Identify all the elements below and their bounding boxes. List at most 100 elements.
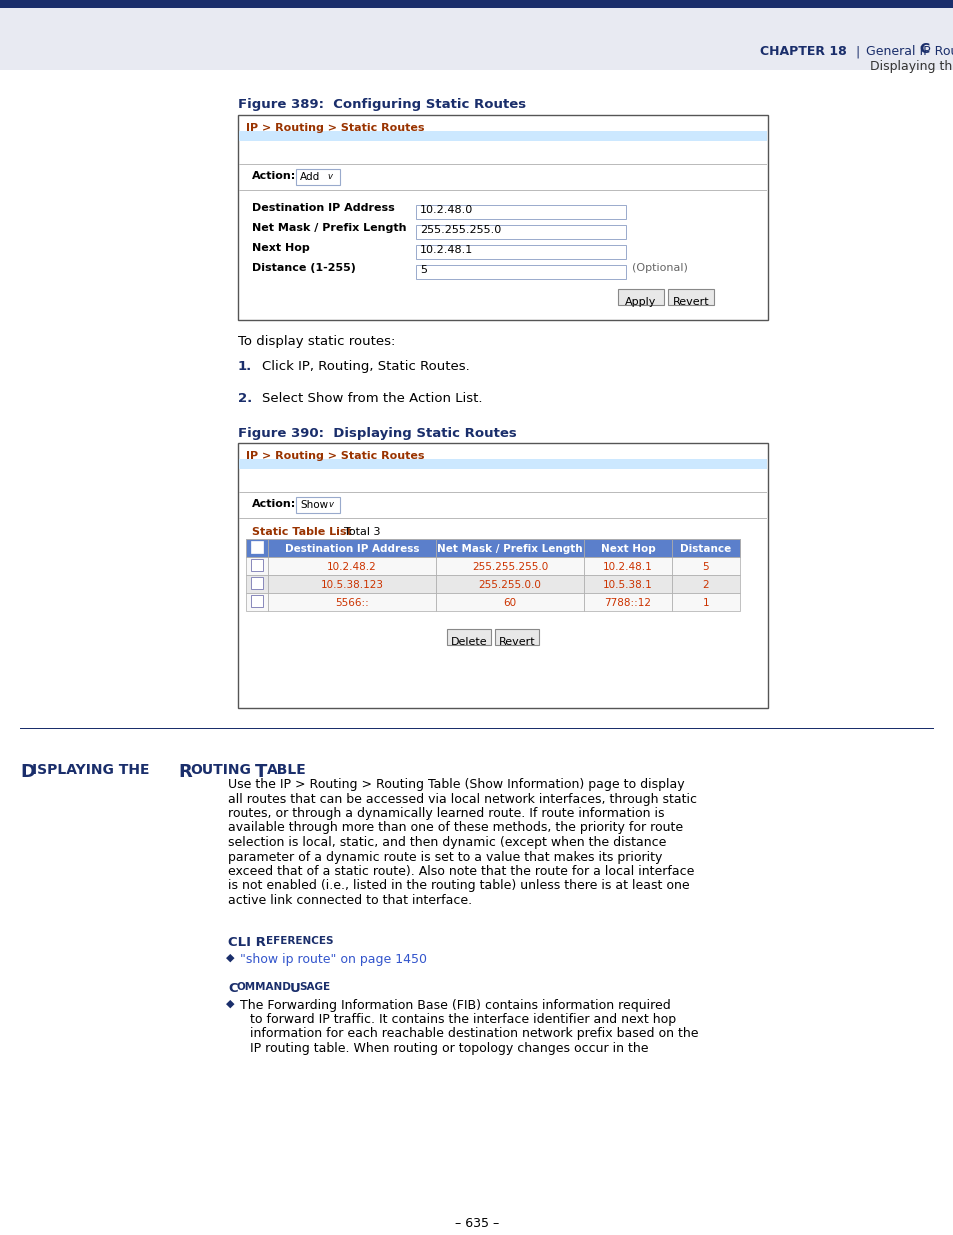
Text: Select Show from the Action List.: Select Show from the Action List. (262, 391, 482, 405)
Bar (416, 205, 625, 219)
Text: Figure 390:  Displaying Static Routes: Figure 390: Displaying Static Routes (237, 427, 517, 440)
Bar (583, 538, 671, 557)
Text: General IP Routing: General IP Routing (865, 44, 953, 58)
Text: Apply: Apply (624, 296, 656, 308)
Text: To display static routes:: To display static routes: (237, 335, 395, 348)
Text: IP > Routing > Static Routes: IP > Routing > Static Routes (246, 124, 424, 133)
Text: 5566::: 5566:: (335, 598, 369, 608)
Text: 255.255.255.0: 255.255.255.0 (419, 225, 500, 235)
Text: Destination IP Address: Destination IP Address (284, 543, 418, 555)
Text: ISPLAYING THE: ISPLAYING THE (32, 763, 150, 777)
Bar (20, 727, 933, 729)
Text: information for each reachable destination network prefix based on the: information for each reachable destinati… (250, 1028, 698, 1041)
Text: Total 3: Total 3 (344, 527, 380, 537)
Text: OMMAND: OMMAND (236, 983, 292, 993)
Text: EFERENCES: EFERENCES (266, 936, 334, 946)
Text: 10.5.38.1: 10.5.38.1 (602, 580, 652, 590)
Bar (251, 541, 263, 553)
Text: ◆: ◆ (226, 952, 234, 962)
Text: C: C (228, 983, 237, 995)
Text: 10.2.48.2: 10.2.48.2 (327, 562, 376, 572)
Text: IP > Routing > Static Routes: IP > Routing > Static Routes (246, 451, 424, 461)
Bar (268, 593, 436, 611)
Text: 10.2.48.1: 10.2.48.1 (602, 562, 652, 572)
Text: Net Mask / Prefix Length: Net Mask / Prefix Length (436, 543, 582, 555)
Text: 5: 5 (702, 562, 709, 572)
Text: CLI R: CLI R (228, 936, 266, 950)
Bar (268, 576, 436, 593)
Text: 5: 5 (419, 266, 427, 275)
Bar (246, 557, 268, 576)
Text: D: D (20, 763, 35, 781)
Text: CHAPTER 18: CHAPTER 18 (760, 44, 846, 58)
Text: Add: Add (299, 172, 320, 182)
Text: Static Table List: Static Table List (252, 527, 352, 537)
Bar (447, 629, 491, 645)
Text: Action:: Action: (252, 170, 296, 182)
Bar (246, 538, 268, 557)
Text: Click IP, Routing, Static Routes.: Click IP, Routing, Static Routes. (262, 359, 469, 373)
Text: Figure 389:  Configuring Static Routes: Figure 389: Configuring Static Routes (237, 98, 525, 111)
Bar (246, 593, 268, 611)
Bar (251, 559, 263, 571)
Text: 1: 1 (702, 598, 709, 608)
Text: OUTING: OUTING (190, 763, 251, 777)
Bar (237, 115, 767, 320)
Text: ABLE: ABLE (267, 763, 307, 777)
Text: to forward IP traffic. It contains the interface identifier and next hop: to forward IP traffic. It contains the i… (250, 1013, 676, 1026)
Text: The Forwarding Information Base (FIB) contains information required: The Forwarding Information Base (FIB) co… (240, 999, 670, 1011)
Text: selection is local, static, and then dynamic (except when the distance: selection is local, static, and then dyn… (228, 836, 666, 848)
Text: Revert: Revert (672, 296, 709, 308)
Text: Destination IP Address: Destination IP Address (252, 203, 395, 212)
Text: Net Mask / Prefix Length: Net Mask / Prefix Length (252, 224, 406, 233)
Text: – 635 –: – 635 – (455, 1216, 498, 1230)
Bar (671, 593, 740, 611)
Bar (246, 576, 268, 593)
Text: U: U (290, 983, 300, 995)
Bar (239, 131, 766, 141)
Bar (671, 576, 740, 593)
Bar (251, 595, 263, 606)
Text: Show: Show (299, 500, 328, 510)
Bar (268, 538, 436, 557)
Bar (583, 557, 671, 576)
Text: 10.2.48.1: 10.2.48.1 (419, 245, 473, 254)
Text: exceed that of a static route). Also note that the route for a local interface: exceed that of a static route). Also not… (228, 864, 694, 878)
Text: Next Hop: Next Hop (600, 543, 655, 555)
Text: Next Hop: Next Hop (252, 243, 310, 253)
Text: (Optional): (Optional) (631, 263, 687, 273)
Text: Action:: Action: (252, 499, 296, 509)
Text: all routes that can be accessed via local network interfaces, through static: all routes that can be accessed via loca… (228, 793, 697, 805)
Bar (251, 577, 263, 589)
Text: v: v (328, 500, 333, 509)
Text: is not enabled (i.e., listed in the routing table) unless there is at least one: is not enabled (i.e., listed in the rout… (228, 879, 689, 893)
Bar (436, 557, 583, 576)
Text: SAGE: SAGE (298, 983, 330, 993)
Bar (436, 538, 583, 557)
Bar (295, 496, 339, 513)
Text: Use the IP > Routing > Routing Table (Show Information) page to display: Use the IP > Routing > Routing Table (Sh… (228, 778, 684, 790)
Text: parameter of a dynamic route is set to a value that makes its priority: parameter of a dynamic route is set to a… (228, 851, 661, 863)
Bar (416, 245, 625, 259)
Text: C: C (919, 42, 929, 56)
Text: 60: 60 (503, 598, 516, 608)
Text: ◆: ◆ (226, 999, 234, 1009)
Text: Revert: Revert (498, 637, 535, 647)
Bar (239, 459, 766, 469)
Text: 7788::12: 7788::12 (604, 598, 651, 608)
Bar (0, 0, 953, 7)
Text: routes, or through a dynamically learned route. If route information is: routes, or through a dynamically learned… (228, 806, 664, 820)
Text: 1.: 1. (237, 359, 252, 373)
Text: Delete: Delete (450, 637, 487, 647)
Text: T: T (254, 763, 267, 781)
Bar (436, 576, 583, 593)
Bar (495, 629, 538, 645)
Text: 2.: 2. (237, 391, 252, 405)
Bar (583, 576, 671, 593)
Text: v: v (327, 172, 332, 182)
Bar (583, 593, 671, 611)
Bar (671, 557, 740, 576)
Text: 10.2.48.0: 10.2.48.0 (419, 205, 473, 215)
Text: Distance: Distance (679, 543, 731, 555)
Bar (436, 593, 583, 611)
